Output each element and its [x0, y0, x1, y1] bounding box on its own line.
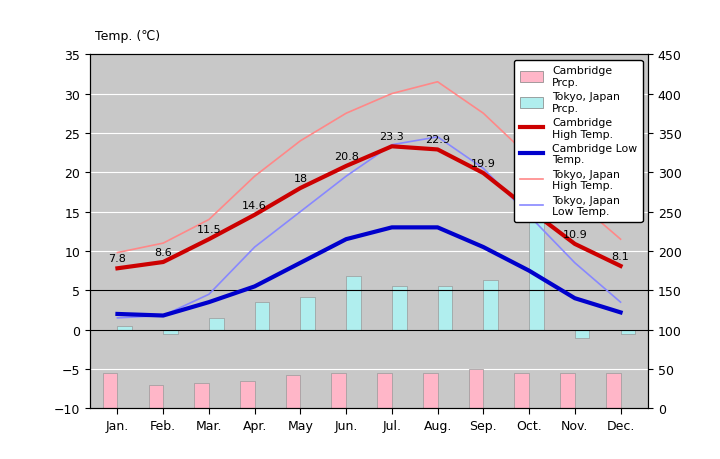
Bar	[483, 280, 498, 330]
Text: 7.8: 7.8	[109, 254, 127, 264]
Bar	[423, 373, 438, 409]
Bar	[163, 330, 178, 334]
Bar	[300, 297, 315, 330]
Text: 19.9: 19.9	[471, 159, 496, 169]
Bar	[515, 373, 529, 409]
Bar	[331, 373, 346, 409]
Text: 8.6: 8.6	[154, 247, 172, 257]
Bar	[560, 373, 575, 409]
Bar	[103, 373, 117, 409]
Bar	[117, 326, 132, 330]
Text: 15.3: 15.3	[517, 195, 541, 205]
Bar	[469, 369, 483, 409]
Text: 14.6: 14.6	[243, 201, 267, 210]
Text: 10.9: 10.9	[562, 230, 588, 240]
Text: 18: 18	[293, 174, 307, 184]
Bar	[575, 330, 590, 338]
Bar	[377, 373, 392, 409]
Bar	[240, 381, 255, 409]
Bar	[606, 373, 621, 409]
Bar	[438, 286, 452, 330]
Bar	[148, 385, 163, 409]
Bar	[529, 220, 544, 330]
Text: 8.1: 8.1	[612, 252, 629, 262]
Legend: Cambridge
Prcp., Tokyo, Japan
Prcp., Cambridge
High Temp., Cambridge Low
Temp., : Cambridge Prcp., Tokyo, Japan Prcp., Cam…	[514, 61, 642, 222]
Text: Temp. (℃): Temp. (℃)	[94, 30, 160, 43]
Bar	[209, 318, 223, 330]
Text: 23.3: 23.3	[379, 132, 404, 142]
Text: 11.5: 11.5	[197, 225, 221, 235]
Bar	[621, 330, 635, 334]
Bar	[286, 375, 300, 409]
Text: 20.8: 20.8	[333, 151, 359, 162]
Bar	[346, 277, 361, 330]
Text: 22.9: 22.9	[425, 135, 450, 145]
Bar	[392, 286, 407, 330]
Bar	[194, 383, 209, 409]
Bar	[255, 302, 269, 330]
